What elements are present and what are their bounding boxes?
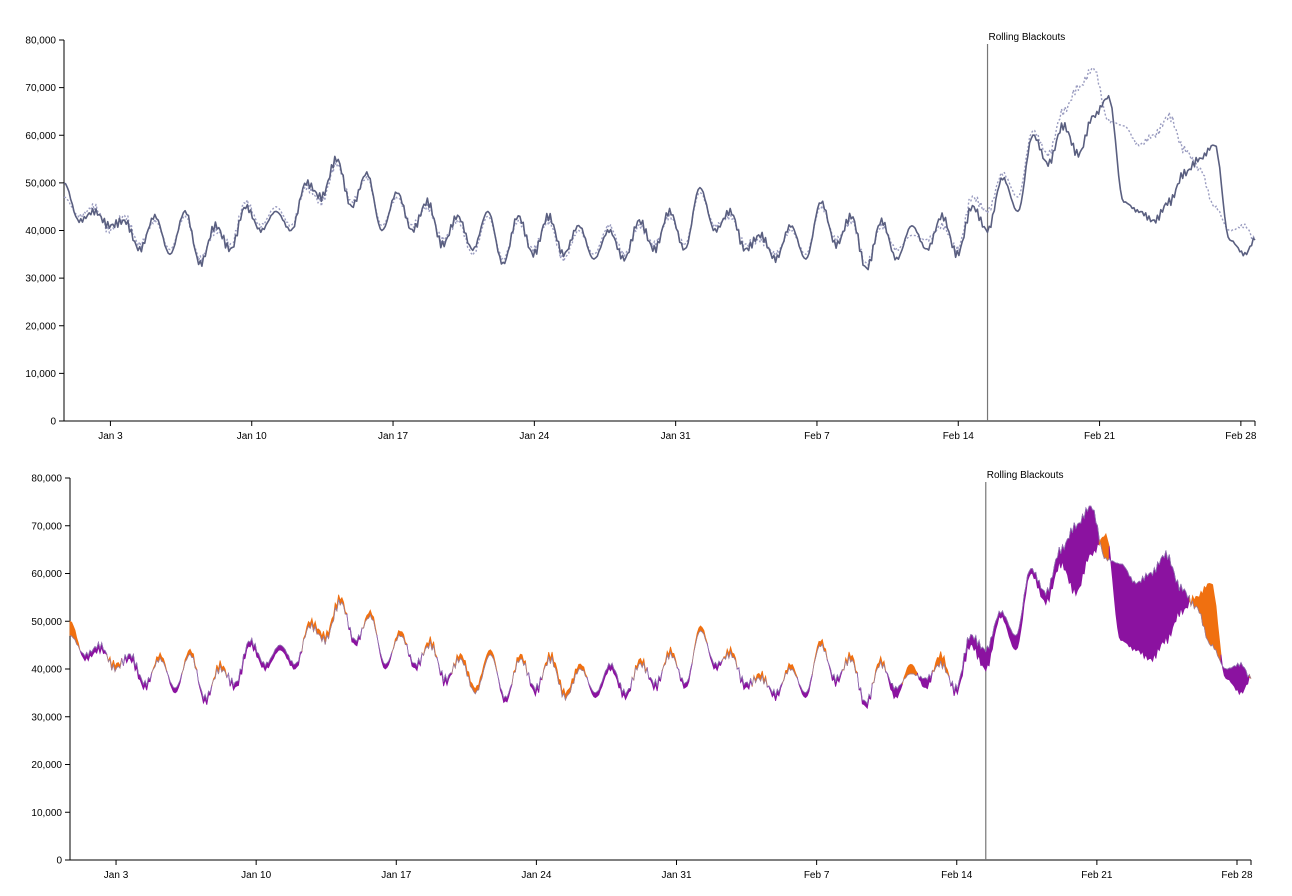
x-tick-label: Feb 7: [804, 431, 830, 442]
y-tick-label: 50,000: [31, 617, 62, 628]
band-below: [496, 671, 513, 704]
band-above: [511, 653, 528, 685]
annotation-label: Rolling Blackouts: [989, 32, 1066, 43]
y-tick-label: 0: [50, 417, 56, 428]
band-below: [79, 640, 108, 662]
y-tick-label: 80,000: [25, 36, 56, 47]
band-below: [346, 613, 363, 647]
band-below: [436, 657, 453, 687]
band-below: [856, 672, 873, 710]
band-above: [151, 651, 168, 674]
y-tick-label: 70,000: [31, 521, 62, 532]
x-tick-label: Jan 3: [104, 870, 129, 881]
band-below: [1220, 654, 1250, 696]
x-tick-label: Feb 21: [1084, 431, 1116, 442]
chart-top: 0 10,000 20,000 30,000 40,000 50,000 60,000 70,…: [25, 32, 1257, 442]
band-below: [948, 505, 1100, 696]
band-above: [451, 649, 498, 695]
y-tick-label: 60,000: [31, 569, 62, 580]
x-tick-label: Feb 7: [804, 870, 830, 881]
x-tick-label: Feb 14: [943, 431, 975, 442]
x-tick-label: Jan 24: [521, 870, 551, 881]
x-tick-label: Feb 28: [1221, 870, 1253, 881]
x-tick-label: Feb 21: [1081, 870, 1113, 881]
band-below: [917, 670, 933, 690]
band-above: [211, 660, 228, 687]
y-tick-label: 40,000: [25, 226, 56, 237]
band-below: [196, 669, 213, 705]
y-tick-label: 30,000: [31, 712, 62, 723]
y-tick-label: 30,000: [25, 274, 56, 285]
x-tick-label: Jan 24: [519, 431, 549, 442]
y-tick-label: 20,000: [25, 321, 56, 332]
y-tick-label: 60,000: [25, 131, 56, 142]
x-tick-label: Jan 10: [241, 870, 271, 881]
x-tick-label: Feb 14: [941, 870, 973, 881]
y-tick-label: 50,000: [25, 178, 56, 189]
series-line-solid: [63, 94, 1256, 271]
x-tick-label: Jan 31: [661, 431, 691, 442]
band-below: [1108, 546, 1190, 663]
x-tick-label: Jan 10: [237, 431, 267, 442]
y-tick-label: 40,000: [31, 665, 62, 676]
band-above: [361, 609, 378, 636]
band-above: [661, 646, 678, 672]
x-tick-label: Jan 17: [378, 431, 408, 442]
band-below: [826, 659, 843, 687]
chart-bottom: 0 10,000 20,000 30,000 40,000 50,000 60,000 70,…: [31, 470, 1253, 881]
x-tick-label: Jan 31: [661, 870, 691, 881]
y-tick-label: 70,000: [25, 83, 56, 94]
band-above: [541, 651, 588, 702]
band-below: [646, 667, 663, 692]
y-tick-label: 80,000: [31, 474, 62, 485]
annotation-label: Rolling Blackouts: [987, 470, 1064, 481]
band-above: [301, 594, 348, 652]
band-above: [811, 638, 828, 675]
y-tick-label: 20,000: [31, 760, 62, 771]
y-tick-label: 10,000: [31, 808, 62, 819]
y-tick-label: 0: [56, 856, 62, 867]
x-tick-label: Jan 3: [98, 431, 123, 442]
x-tick-label: Jan 17: [381, 870, 411, 881]
forecast-trace: [69, 505, 1252, 705]
band-below: [676, 662, 693, 690]
band-below: [406, 644, 423, 672]
band-below: [706, 642, 723, 672]
band-above: [1098, 532, 1110, 562]
y-tick-label: 10,000: [25, 369, 56, 380]
band-below: [796, 673, 813, 699]
x-tick-label: Feb 28: [1225, 431, 1257, 442]
series-line-dotted: [63, 67, 1256, 266]
band-above: [181, 648, 198, 675]
